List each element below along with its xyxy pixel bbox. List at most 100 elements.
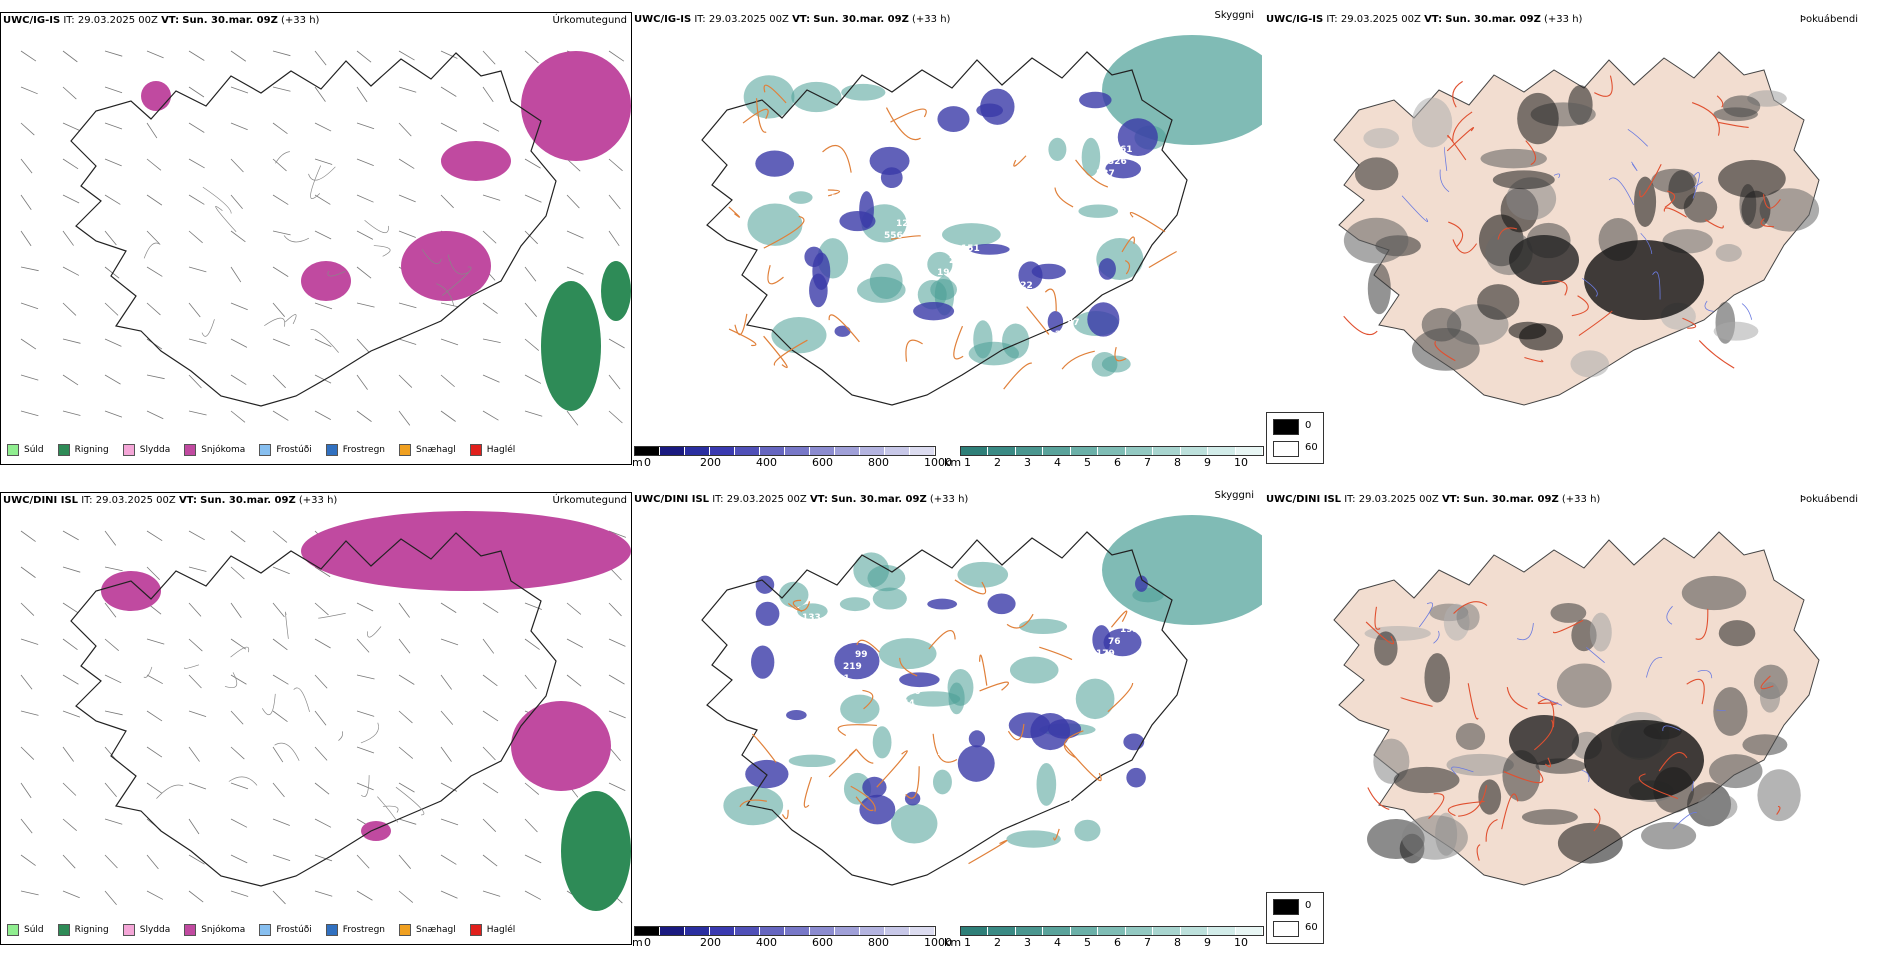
road — [224, 672, 238, 689]
wind-barb — [524, 782, 540, 795]
wind-barb — [188, 410, 207, 416]
cloud-base-label: 254 — [896, 699, 915, 709]
fog-legend-label: 60 — [1305, 922, 1318, 933]
road — [308, 166, 336, 181]
fog-legend-label: 60 — [1305, 442, 1318, 453]
wind-barb — [356, 674, 375, 680]
wind-barb — [230, 158, 244, 173]
wind-barb — [356, 410, 372, 422]
wind-barb — [608, 50, 625, 62]
legend-swatch — [184, 924, 197, 936]
wind-barb — [398, 710, 413, 724]
cloud-base-label: 119 — [908, 207, 927, 217]
wind-barb — [482, 602, 499, 614]
fog-area — [1509, 235, 1579, 285]
wind-barb — [440, 674, 452, 690]
wind-barb — [104, 566, 123, 572]
river — [1586, 647, 1605, 664]
wind-barb — [272, 638, 288, 651]
fog-area — [1364, 626, 1431, 641]
wind-barb — [566, 410, 579, 426]
wind-barb — [398, 194, 416, 203]
wind-barb — [104, 818, 123, 825]
road — [1571, 295, 1589, 317]
wind-barb — [272, 302, 285, 317]
fog-area — [1697, 792, 1738, 821]
vis-area — [947, 668, 974, 706]
cloud-base-label: 99 — [855, 650, 868, 660]
snow-area — [301, 261, 351, 301]
wind-barb — [482, 674, 498, 687]
height-tick: 0 — [644, 456, 651, 469]
visibility-tick: 8 — [1174, 456, 1181, 469]
wind-barb — [62, 854, 76, 869]
wind-barb — [146, 566, 160, 581]
road — [885, 107, 921, 141]
wind-barb — [272, 266, 289, 277]
road — [293, 687, 310, 712]
wind-barb — [608, 530, 626, 538]
legend-item: Rigning — [57, 924, 109, 936]
vis-area — [932, 769, 952, 795]
wind-barb — [230, 230, 246, 243]
cloud-base-label: 141 — [819, 206, 838, 216]
cloud-base-label: 179 — [1096, 649, 1115, 659]
wind-barb — [566, 638, 584, 648]
wind-barb — [62, 50, 78, 63]
river — [1627, 129, 1648, 147]
cloud-base-label: 218 — [990, 305, 1009, 315]
wind-barb — [272, 530, 288, 543]
wind-barb — [62, 266, 80, 276]
wind-barb — [188, 230, 203, 244]
wind-barb — [608, 602, 622, 617]
wind-barb — [482, 374, 500, 383]
road — [1760, 218, 1775, 228]
cloud-base-label: 130 — [1055, 810, 1074, 820]
wind-barb — [188, 746, 200, 762]
cloud-base-label: 13 — [872, 243, 885, 253]
wind-barb — [356, 746, 375, 754]
vis-area — [771, 316, 827, 354]
vis-area — [1078, 204, 1119, 218]
wind-barb — [482, 746, 496, 761]
wind-barb — [230, 638, 247, 650]
road — [932, 733, 958, 763]
river — [1666, 605, 1673, 625]
fog-area — [1715, 244, 1742, 262]
cloud-base-area — [786, 710, 807, 721]
river — [1646, 657, 1663, 678]
legend-swatch — [7, 444, 19, 456]
river — [1716, 709, 1726, 712]
road — [1114, 346, 1127, 362]
wind-barb — [398, 230, 416, 238]
road — [1537, 698, 1555, 728]
cloud-base-label: 122 — [1014, 281, 1033, 291]
wind-barb — [146, 266, 163, 277]
wind-barb — [230, 122, 248, 131]
wind-barb — [272, 122, 288, 135]
cloud-base-label: 153 — [1067, 798, 1086, 808]
wind-barb — [608, 230, 620, 247]
precip-legend: Súld Rigning Slydda Snjókoma Frostúði Frostre… — [7, 924, 515, 936]
road — [1365, 621, 1395, 645]
cloud-base-area — [968, 730, 986, 748]
road — [1762, 194, 1781, 209]
cloud-base-area — [869, 146, 910, 175]
cloud-base-label: 43 — [843, 182, 856, 192]
height-unit: m — [632, 456, 643, 469]
legend-swatch — [184, 444, 197, 456]
wind-barb — [230, 674, 247, 685]
vis-area — [878, 638, 937, 670]
fog-area — [1521, 809, 1578, 825]
vis-area — [779, 581, 809, 608]
wind-barb — [524, 50, 539, 64]
wind-barb — [104, 410, 123, 418]
wind-barb — [62, 86, 77, 100]
wind-barb — [482, 710, 499, 722]
wind-barb — [440, 854, 457, 865]
wind-barb — [608, 194, 621, 210]
vis-area — [1102, 515, 1262, 625]
vis-area — [872, 726, 892, 759]
road — [1026, 306, 1050, 335]
wind-barb — [608, 338, 625, 349]
